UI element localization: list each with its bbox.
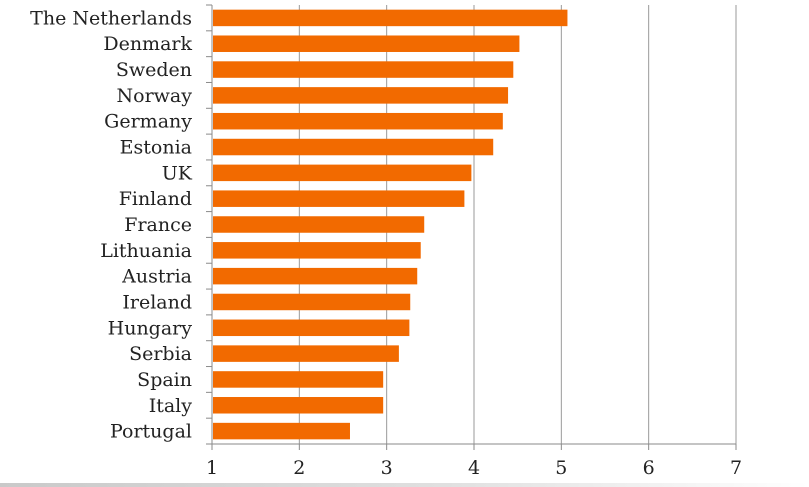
- bar-the-netherlands: [213, 9, 568, 27]
- bar-italy: [213, 397, 384, 414]
- category-label-germany: Germany: [104, 111, 192, 133]
- category-label-austria: Austria: [121, 266, 192, 288]
- category-label-france: France: [124, 214, 192, 236]
- x-tick-label-7: 7: [730, 457, 742, 479]
- category-label-denmark: Denmark: [103, 33, 192, 55]
- category-label-ireland: Ireland: [122, 291, 192, 313]
- category-label-portugal: Portugal: [110, 421, 192, 443]
- bar-portugal: [213, 422, 350, 440]
- bar-spain: [213, 371, 384, 388]
- category-label-the-netherlands: The Netherlands: [30, 7, 192, 29]
- category-label-italy: Italy: [149, 395, 193, 417]
- bar-norway: [213, 87, 509, 104]
- bar-austria: [213, 267, 418, 285]
- category-label-sweden: Sweden: [116, 59, 192, 81]
- category-label-lithuania: Lithuania: [100, 240, 192, 262]
- x-tick-label-1: 1: [206, 457, 218, 479]
- bar-ireland: [213, 293, 411, 311]
- category-label-spain: Spain: [137, 369, 192, 391]
- window-bottom-edge: [0, 483, 809, 487]
- category-label-uk: UK: [162, 162, 193, 184]
- bar-uk: [213, 164, 472, 182]
- bar-hungary: [213, 319, 410, 337]
- bar-lithuania: [213, 242, 421, 259]
- bar-denmark: [213, 35, 520, 52]
- x-tick-label-3: 3: [381, 457, 393, 479]
- category-label-norway: Norway: [117, 85, 193, 107]
- bar-france: [213, 216, 425, 233]
- bar-sweden: [213, 61, 514, 78]
- category-label-serbia: Serbia: [129, 343, 192, 365]
- x-tick-label-5: 5: [555, 457, 567, 479]
- category-label-finland: Finland: [119, 188, 192, 210]
- bar-serbia: [213, 345, 399, 362]
- x-tick-label-6: 6: [643, 457, 655, 479]
- category-label-estonia: Estonia: [120, 137, 192, 159]
- bar-estonia: [213, 138, 494, 156]
- x-tick-label-4: 4: [468, 457, 480, 479]
- x-tick-label-2: 2: [293, 457, 305, 479]
- bar-finland: [213, 190, 465, 207]
- category-label-hungary: Hungary: [108, 317, 193, 339]
- bar-germany: [213, 112, 503, 130]
